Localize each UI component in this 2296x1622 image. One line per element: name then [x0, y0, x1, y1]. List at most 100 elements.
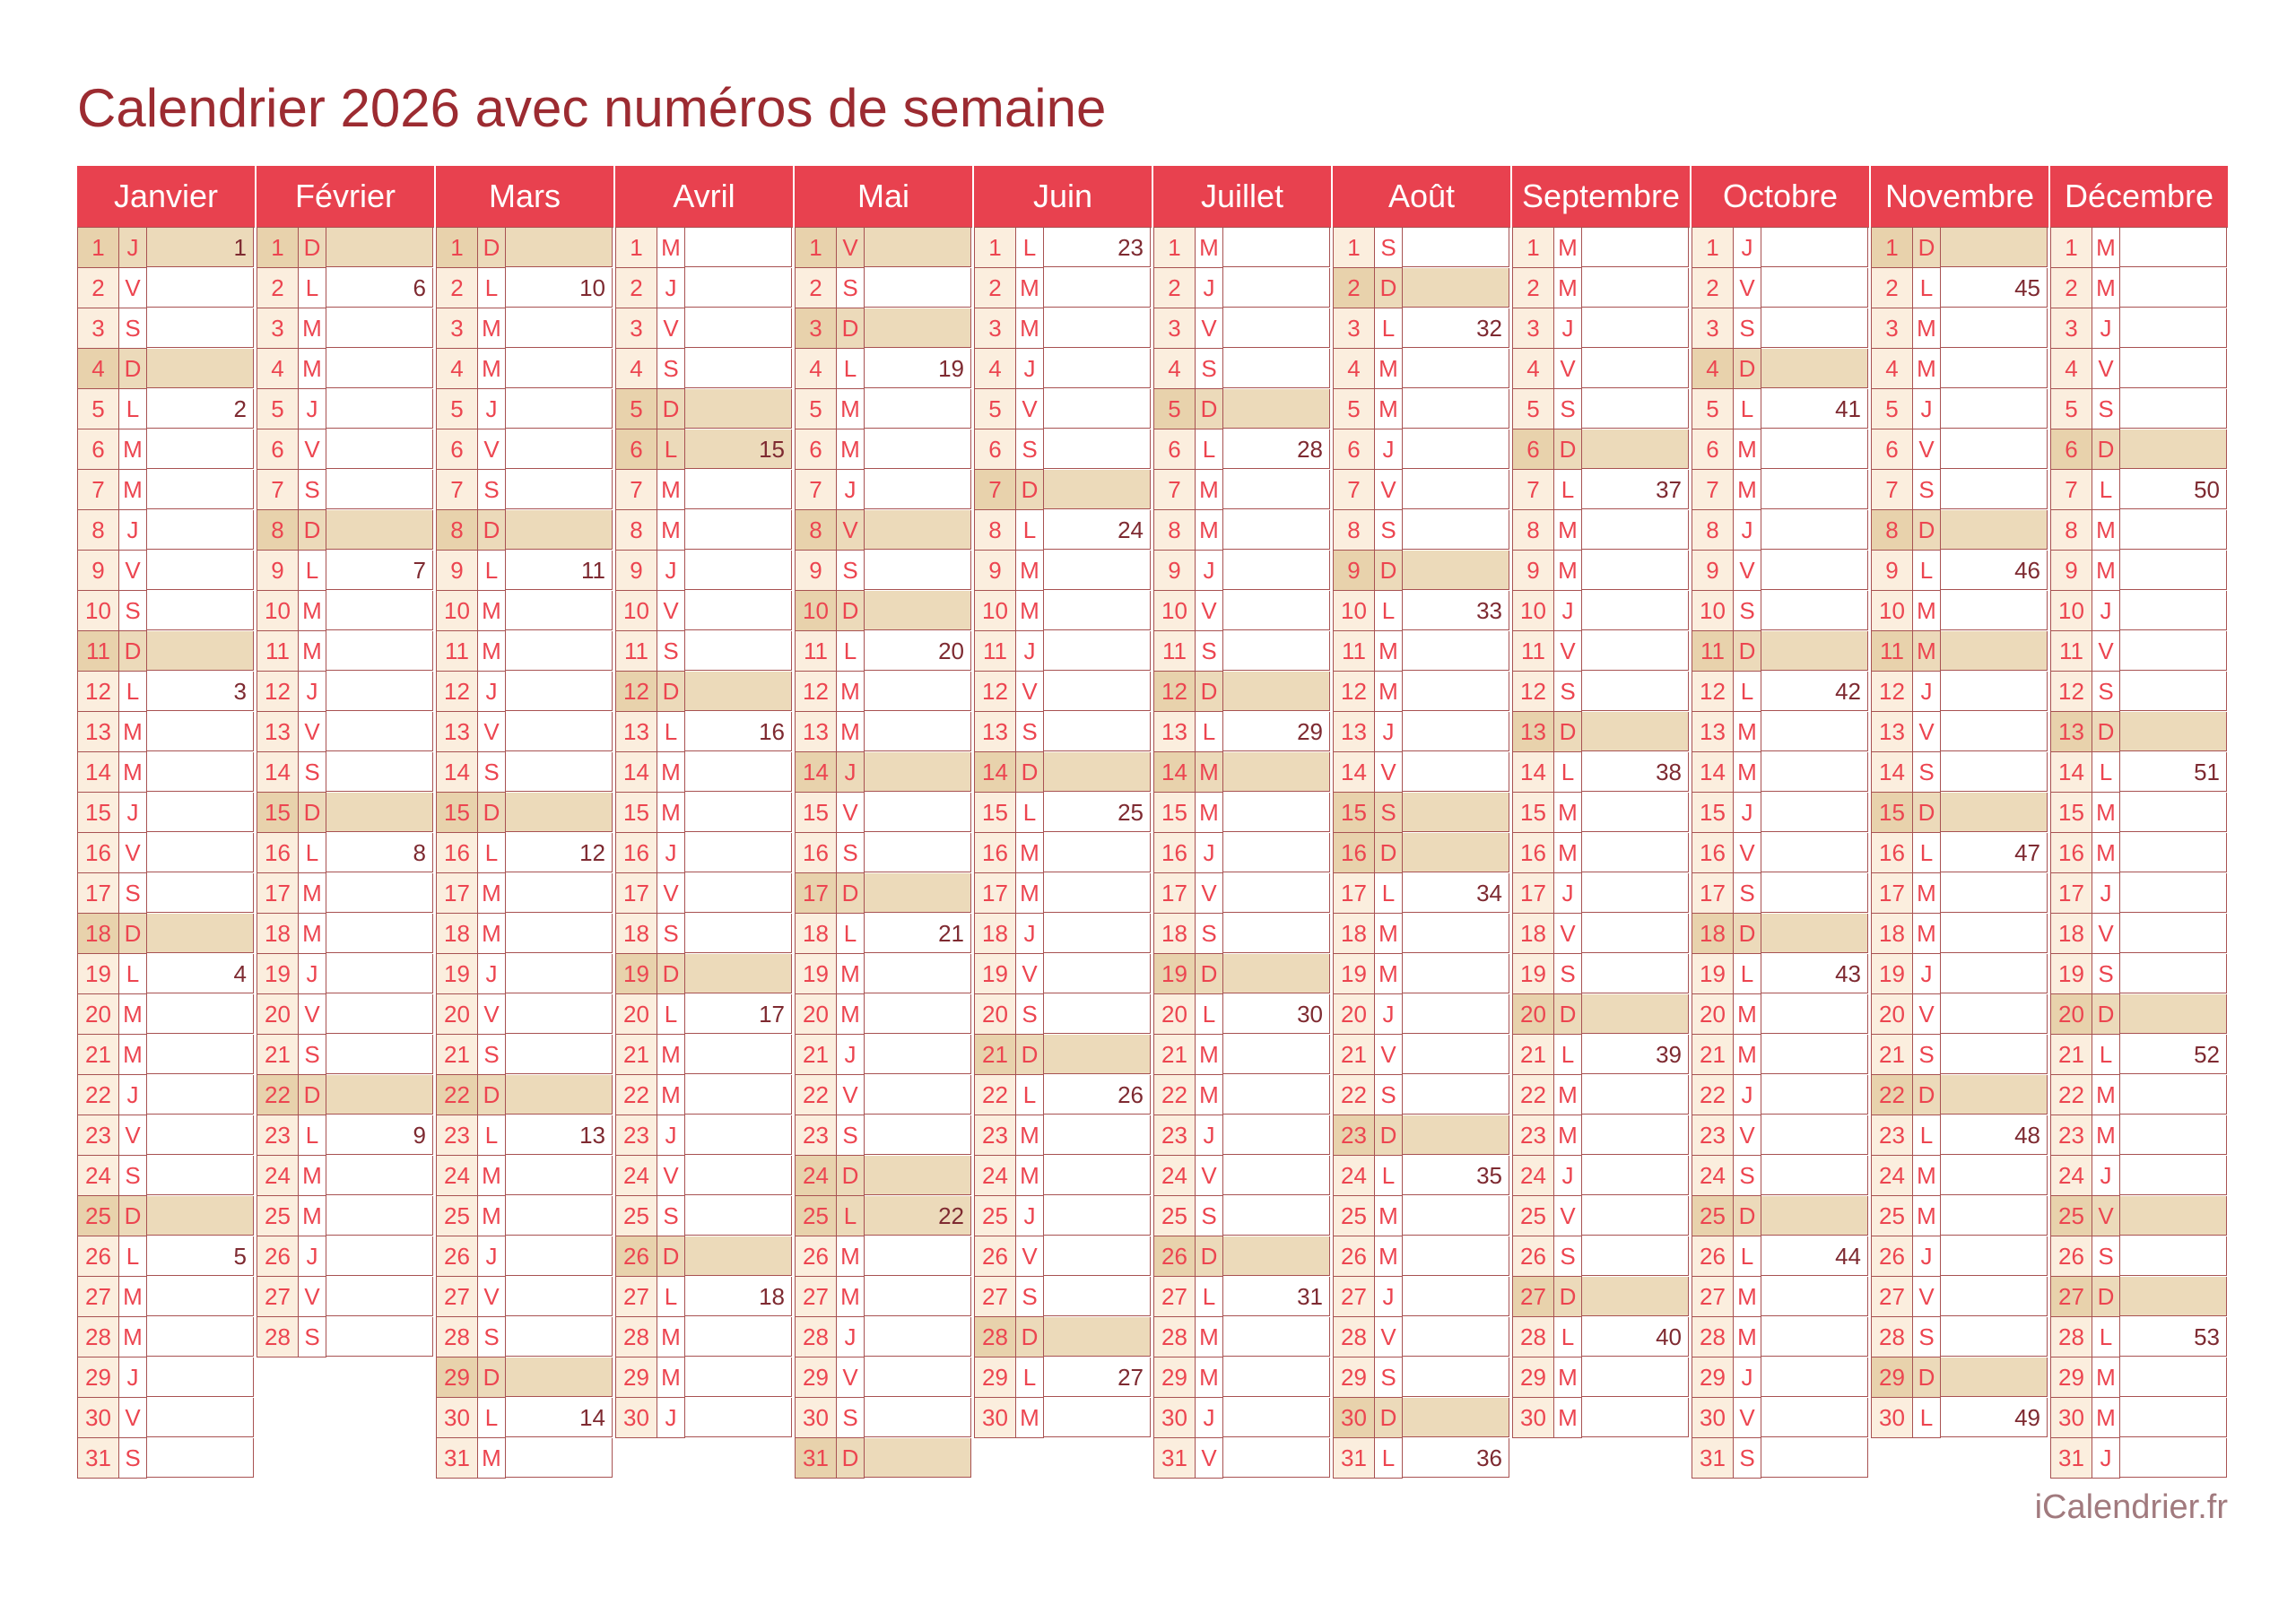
calendar-grid: Janvier 1 J 1 2 V 3 S 4 D 5 L 2 6 M 7 M 8 J 9 V 10 S 11 D 12 L 3 13 M… — [77, 166, 2228, 1479]
week-cell — [326, 389, 433, 429]
day-number: 10 — [78, 591, 119, 631]
week-cell — [1223, 1398, 1330, 1437]
day-row: 30 V — [78, 1398, 255, 1438]
day-letter: M — [1913, 1196, 1941, 1236]
day-number: 28 — [975, 1317, 1016, 1357]
day-letter: D — [1016, 1035, 1044, 1075]
day-letter: L — [2092, 1035, 2120, 1075]
week-cell — [685, 510, 792, 550]
week-number: 24 — [1118, 516, 1144, 543]
day-number: 12 — [796, 672, 837, 712]
week-number: 35 — [1476, 1162, 1502, 1189]
day-row: 28 S — [437, 1317, 613, 1357]
week-cell: 1 — [147, 228, 254, 267]
day-number: 27 — [257, 1277, 299, 1317]
week-cell: 20 — [865, 631, 971, 671]
week-cell — [1403, 1357, 1509, 1397]
day-row: 29 M — [1513, 1357, 1690, 1398]
day-number: 12 — [1154, 672, 1196, 712]
day-letter: D — [1913, 1075, 1941, 1115]
day-row: 18 M — [257, 914, 434, 954]
week-cell — [1941, 591, 2048, 630]
week-cell — [326, 914, 433, 953]
day-row: 26 J — [257, 1236, 434, 1277]
day-letter: M — [1375, 389, 1403, 429]
day-letter: L — [1196, 1277, 1223, 1317]
day-row: 17 M — [975, 873, 1152, 914]
day-number: 8 — [796, 510, 837, 551]
week-number: 28 — [1297, 436, 1323, 463]
day-row: 31 L 36 — [1334, 1438, 1510, 1479]
day-letter: S — [1016, 994, 1044, 1035]
day-letter: M — [657, 510, 685, 551]
month-header-avril: Avril — [615, 166, 793, 227]
day-row: 14 V — [1334, 752, 1510, 793]
day-letter: M — [1196, 470, 1223, 510]
day-row: 29 S — [1334, 1357, 1510, 1398]
day-row: 20 S — [975, 994, 1152, 1035]
day-number: 28 — [2051, 1317, 2092, 1357]
day-row: 12 J — [257, 672, 434, 712]
day-letter: M — [299, 631, 326, 672]
month-body-mai: 1 V 2 S 3 D 4 L 19 5 M 6 M 7 J 8 V 9 S 10 D 11 L 20 12 M 13 M 14 J 15 V… — [795, 227, 972, 1479]
day-number: 28 — [796, 1317, 837, 1357]
day-row: 16 J — [616, 833, 793, 873]
day-row: 12 S — [2051, 672, 2228, 712]
day-letter: V — [1196, 1438, 1223, 1479]
day-number: 21 — [975, 1035, 1016, 1075]
day-number: 29 — [1334, 1357, 1375, 1398]
day-number: 27 — [2051, 1277, 2092, 1317]
day-row: 29 V — [796, 1357, 972, 1398]
day-number: 29 — [616, 1357, 657, 1398]
day-letter: V — [478, 1277, 506, 1317]
week-cell — [147, 793, 254, 832]
day-row: 30 S — [796, 1398, 972, 1438]
week-cell — [2120, 914, 2227, 953]
week-number: 23 — [1118, 234, 1144, 261]
week-cell — [1582, 914, 1689, 953]
day-number: 21 — [796, 1035, 837, 1075]
day-letter: S — [657, 914, 685, 954]
day-letter: S — [2092, 954, 2120, 994]
day-number: 11 — [1154, 631, 1196, 672]
day-number: 16 — [257, 833, 299, 873]
day-number: 2 — [1154, 268, 1196, 308]
day-number: 27 — [1692, 1277, 1734, 1317]
day-number: 4 — [1154, 349, 1196, 389]
day-letter: M — [2092, 228, 2120, 268]
day-number: 31 — [78, 1438, 119, 1479]
month-column-janvier: Janvier 1 J 1 2 V 3 S 4 D 5 L 2 6 M 7 M 8 J 9 V 10 S 11 D 12 L 3 13 M… — [77, 166, 255, 1479]
day-number: 5 — [796, 389, 837, 429]
day-letter: L — [478, 833, 506, 873]
day-number: 11 — [257, 631, 299, 672]
day-letter: M — [837, 389, 865, 429]
day-row: 24 M — [437, 1156, 613, 1196]
week-cell — [1582, 389, 1689, 429]
day-number: 16 — [2051, 833, 2092, 873]
day-number: 26 — [78, 1236, 119, 1277]
week-cell — [1044, 752, 1151, 792]
day-row: 11 S — [616, 631, 793, 672]
week-number: 2 — [233, 395, 247, 422]
day-letter: L — [1913, 1115, 1941, 1156]
day-row: 18 S — [616, 914, 793, 954]
week-cell: 46 — [1941, 551, 2048, 590]
day-row: 16 S — [796, 833, 972, 873]
day-letter: V — [478, 429, 506, 470]
week-cell — [147, 1277, 254, 1316]
day-number: 30 — [796, 1398, 837, 1438]
month-header-juin: Juin — [974, 166, 1152, 227]
day-row: 27 V — [257, 1277, 434, 1317]
day-number: 6 — [1334, 429, 1375, 470]
day-number: 25 — [616, 1196, 657, 1236]
week-number: 10 — [579, 274, 605, 301]
